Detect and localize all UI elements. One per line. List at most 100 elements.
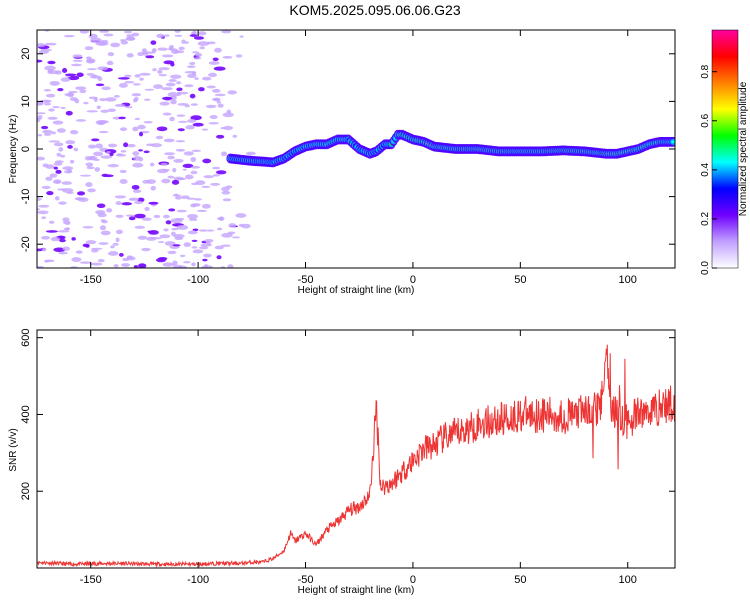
spectrogram-noise-blob — [44, 259, 55, 263]
spectrogram-noise-blob — [146, 236, 157, 241]
spectrogram-noise-blob — [79, 261, 92, 264]
spectrogram-noise-blob — [159, 234, 171, 239]
spectrogram-noise-blob — [71, 257, 82, 262]
spectrogram-noise-blob — [67, 92, 75, 98]
spectrogram-noise-blob — [162, 96, 173, 101]
spectrogram-noise-blob — [217, 103, 224, 108]
spectrogram-noise-blob — [88, 96, 98, 100]
spectrogram-noise-blob — [71, 237, 76, 241]
spectrogram-noise-blob — [192, 218, 197, 221]
spectrogram-noise-layer — [37, 30, 256, 268]
spectrogram-noise-blob — [93, 151, 104, 157]
spectrogram-y-tick-label: 0 — [20, 146, 32, 152]
spectrogram-noise-blob — [107, 143, 118, 148]
spectrogram-noise-blob — [107, 108, 117, 113]
spectrogram-noise-blob — [198, 229, 208, 232]
spectrogram-noise-blob — [133, 98, 138, 103]
snr-y-tick-label: 400 — [20, 405, 32, 423]
spectrogram-noise-blob — [126, 53, 134, 58]
spectrogram-noise-blob — [55, 169, 62, 174]
spectrogram-noise-blob — [37, 265, 44, 268]
spectrogram-noise-blob — [215, 170, 227, 175]
spectrogram-noise-blob — [137, 235, 148, 240]
spectrogram-noise-blob — [150, 143, 163, 148]
spectrogram-noise-blob — [175, 196, 182, 200]
spectrogram-noise-blob — [222, 55, 233, 59]
spectrogram-noise-blob — [138, 263, 147, 268]
spectrogram-noise-blob — [50, 236, 61, 242]
spectrogram-noise-blob — [190, 203, 197, 208]
spectrogram-noise-blob — [47, 60, 56, 65]
snr-series-line — [37, 344, 675, 568]
spectrogram-noise-blob — [45, 230, 58, 233]
spectrogram-noise-blob — [125, 36, 136, 41]
spectrogram-noise-blob — [99, 30, 110, 33]
spectrogram-noise-blob — [212, 57, 219, 62]
spectrogram-noise-blob — [203, 264, 209, 268]
spectrogram-noise-blob — [41, 235, 51, 240]
spectrogram-noise-blob — [98, 130, 109, 134]
spectrogram-noise-blob — [75, 119, 87, 122]
spectrogram-noise-blob — [91, 247, 103, 250]
spectrogram-noise-blob — [96, 203, 106, 209]
spectrogram-noise-blob — [52, 120, 64, 125]
spectrogram-noise-blob — [235, 213, 247, 218]
spectrogram-noise-blob — [162, 112, 172, 116]
spectrogram-noise-blob — [100, 109, 110, 113]
spectrogram-noise-blob — [69, 130, 79, 135]
spectrogram-noise-blob — [216, 255, 222, 260]
spectrogram-noise-blob — [178, 46, 185, 51]
spectrogram-noise-blob — [172, 194, 182, 197]
spectrogram-noise-blob — [92, 74, 97, 79]
spectrogram-noise-blob — [86, 166, 95, 170]
spectrogram-noise-blob — [60, 106, 66, 109]
spectrogram-noise-blob — [167, 175, 175, 179]
spectrogram-noise-blob — [131, 93, 142, 97]
spectrogram-noise-blob — [69, 97, 78, 102]
spectrogram-noise-blob — [171, 179, 180, 185]
spectrogram-noise-blob — [113, 94, 120, 98]
spectrogram-noise-blob — [54, 160, 64, 164]
spectrogram-noise-blob — [150, 40, 157, 45]
spectrogram-noise-blob — [37, 208, 41, 211]
spectrogram-noise-blob — [85, 162, 94, 167]
spectrogram-noise-blob — [225, 185, 233, 189]
spectrogram-noise-blob — [97, 213, 107, 218]
spectrogram-noise-blob — [44, 42, 57, 46]
spectrogram-noise-blob — [205, 229, 215, 232]
spectrogram-noise-blob — [202, 158, 212, 164]
spectrogram-noise-blob — [172, 167, 177, 173]
spectrogram-noise-blob — [97, 66, 109, 71]
spectrogram-noise-blob — [86, 110, 98, 113]
spectrogram-noise-blob — [91, 138, 100, 142]
spectrogram-noise-blob — [191, 262, 196, 267]
spectrogram-noise-blob — [126, 34, 135, 38]
spectrogram-noise-blob — [175, 217, 185, 221]
spectrogram-noise-blob — [213, 97, 221, 102]
spectrogram-x-tick-label: -100 — [187, 274, 209, 286]
spectrogram-noise-blob — [162, 214, 170, 219]
spectrogram-noise-blob — [149, 162, 155, 167]
spectrogram-signal-core — [671, 140, 675, 144]
spectrogram-noise-blob — [67, 145, 73, 149]
spectrogram-noise-blob — [157, 47, 168, 51]
spectrogram-noise-blob — [134, 74, 141, 78]
spectrogram-noise-blob — [41, 216, 47, 220]
spectrogram-noise-blob — [176, 209, 187, 213]
spectrogram-noise-blob — [132, 151, 140, 156]
spectrogram-noise-blob — [187, 213, 199, 219]
spectrogram-noise-blob — [137, 124, 146, 130]
spectrogram-noise-blob — [89, 156, 96, 161]
spectrogram-noise-blob — [119, 179, 128, 184]
spectrogram-noise-blob — [173, 176, 184, 181]
spectrogram-noise-blob — [174, 30, 181, 33]
spectrogram-noise-blob — [45, 176, 53, 181]
spectrogram-noise-blob — [143, 120, 153, 124]
spectrogram-noise-blob — [158, 73, 168, 77]
spectrogram-noise-blob — [48, 220, 55, 224]
spectrogram-noise-blob — [222, 198, 232, 202]
spectrogram-noise-blob — [212, 174, 220, 177]
spectrogram-x-axis-title: Height of straight line (km) — [298, 285, 415, 296]
spectrogram-noise-blob — [48, 140, 61, 143]
spectrogram-noise-blob — [86, 68, 98, 71]
